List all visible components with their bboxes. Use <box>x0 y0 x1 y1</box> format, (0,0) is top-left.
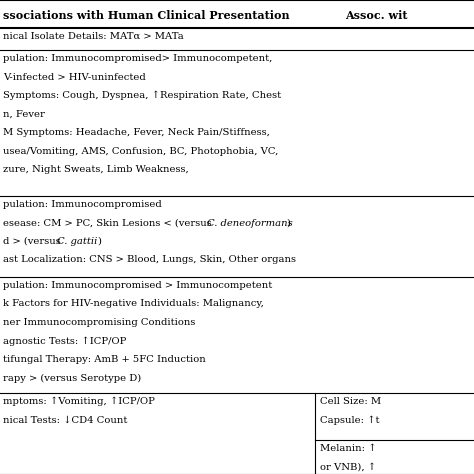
Text: pulation: Immunocompromised> Immunocompetent,: pulation: Immunocompromised> Immunocompe… <box>3 54 273 63</box>
Text: Capsule: ↑t: Capsule: ↑t <box>320 416 380 425</box>
Text: Cell Size: M: Cell Size: M <box>320 397 381 406</box>
Text: M Symptoms: Headache, Fever, Neck Pain/Stiffness,: M Symptoms: Headache, Fever, Neck Pain/S… <box>3 128 270 137</box>
Text: agnostic Tests: ↑ICP/OP: agnostic Tests: ↑ICP/OP <box>3 337 127 346</box>
Text: pulation: Immunocompromised > Immunocompetent: pulation: Immunocompromised > Immunocomp… <box>3 281 272 290</box>
Text: nical Tests: ↓CD4 Count: nical Tests: ↓CD4 Count <box>3 416 128 425</box>
Text: zure, Night Sweats, Limb Weakness,: zure, Night Sweats, Limb Weakness, <box>3 165 189 174</box>
Text: or VNB), ↑: or VNB), ↑ <box>320 463 376 472</box>
Text: ): ) <box>286 219 290 228</box>
Text: n, Fever: n, Fever <box>3 109 45 118</box>
Text: V-infected > HIV-uninfected: V-infected > HIV-uninfected <box>3 73 146 82</box>
Text: ast Localization: CNS > Blood, Lungs, Skin, Other organs: ast Localization: CNS > Blood, Lungs, Sk… <box>3 255 296 264</box>
Text: mptoms: ↑Vomiting, ↑ICP/OP: mptoms: ↑Vomiting, ↑ICP/OP <box>3 397 155 406</box>
Text: pulation: Immunocompromised: pulation: Immunocompromised <box>3 200 162 209</box>
Text: esease: CM > PC, Skin Lesions < (versus: esease: CM > PC, Skin Lesions < (versus <box>3 219 215 228</box>
Text: Melanin: ↑: Melanin: ↑ <box>320 444 376 453</box>
Text: Assoc. wit: Assoc. wit <box>345 10 408 21</box>
Text: ner Immunocompromising Conditions: ner Immunocompromising Conditions <box>3 318 195 327</box>
Text: C. deneoformans: C. deneoformans <box>207 219 293 228</box>
Text: k Factors for HIV-negative Individuals: Malignancy,: k Factors for HIV-negative Individuals: … <box>3 300 264 309</box>
Text: ): ) <box>97 237 101 246</box>
Text: nical Isolate Details: MATα > MATa: nical Isolate Details: MATα > MATa <box>3 32 184 41</box>
Text: usea/Vomiting, AMS, Confusion, BC, Photophobia, VC,: usea/Vomiting, AMS, Confusion, BC, Photo… <box>3 146 278 155</box>
Text: d > (versus: d > (versus <box>3 237 64 246</box>
Text: tifungal Therapy: AmB + 5FC Induction: tifungal Therapy: AmB + 5FC Induction <box>3 355 206 364</box>
Text: rapy > (versus Serotype D): rapy > (versus Serotype D) <box>3 374 141 383</box>
Text: ssociations with Human Clinical Presentation: ssociations with Human Clinical Presenta… <box>3 10 290 21</box>
Text: Symptoms: Cough, Dyspnea, ↑Respiration Rate, Chest: Symptoms: Cough, Dyspnea, ↑Respiration R… <box>3 91 281 100</box>
Text: C. gattii: C. gattii <box>57 237 97 246</box>
